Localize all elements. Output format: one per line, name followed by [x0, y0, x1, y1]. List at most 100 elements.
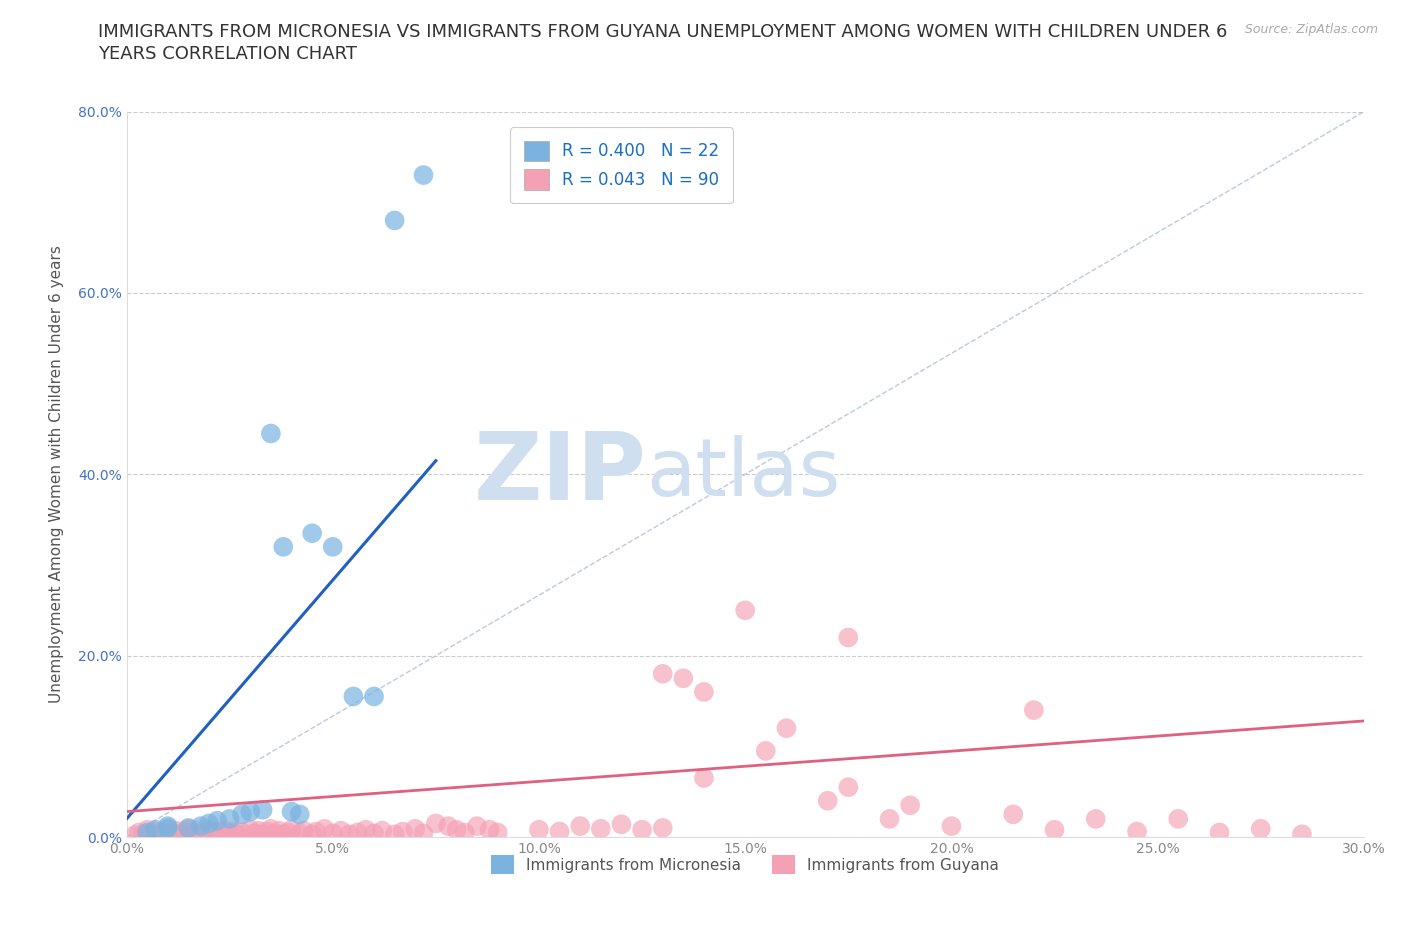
Text: YEARS CORRELATION CHART: YEARS CORRELATION CHART [98, 45, 357, 62]
Point [269, 823, 291, 838]
Point [132, 827, 155, 842]
Point [186, 823, 208, 838]
Point [1167, 811, 1189, 827]
Point [548, 824, 571, 839]
Point [301, 525, 323, 540]
Point [198, 822, 221, 837]
Point [207, 824, 229, 839]
Point [239, 804, 262, 819]
Point [322, 539, 344, 554]
Point [446, 822, 468, 837]
Point [276, 825, 298, 840]
Point [280, 804, 302, 819]
Point [898, 798, 921, 813]
Point [231, 825, 253, 840]
Point [271, 827, 294, 842]
Point [136, 822, 159, 837]
Text: IMMIGRANTS FROM MICRONESIA VS IMMIGRANTS FROM GUYANA UNEMPLOYMENT AMONG WOMEN WI: IMMIGRANTS FROM MICRONESIA VS IMMIGRANTS… [98, 23, 1227, 41]
Point [363, 826, 385, 841]
Point [837, 779, 859, 794]
Point [425, 816, 447, 830]
Point [775, 721, 797, 736]
Point [465, 818, 488, 833]
Point [879, 811, 901, 827]
Point [194, 825, 217, 840]
Text: Source: ZipAtlas.com: Source: ZipAtlas.com [1244, 23, 1378, 36]
Point [454, 825, 477, 840]
Point [247, 823, 270, 838]
Point [941, 818, 963, 833]
Point [271, 539, 294, 554]
Point [260, 821, 283, 836]
Point [141, 826, 163, 841]
Point [243, 826, 266, 841]
Point [190, 827, 212, 842]
Point [1208, 825, 1230, 840]
Point [152, 825, 174, 840]
Point [222, 824, 245, 839]
Point [128, 825, 150, 840]
Point [569, 818, 592, 833]
Point [218, 811, 240, 827]
Point [239, 822, 262, 837]
Point [589, 821, 612, 836]
Point [527, 822, 550, 837]
Point [412, 826, 434, 841]
Point [1084, 811, 1107, 827]
Point [252, 827, 274, 842]
Point [260, 426, 283, 441]
Point [145, 822, 167, 837]
Point [837, 631, 859, 645]
Point [651, 667, 673, 682]
Point [181, 826, 204, 841]
Point [363, 689, 385, 704]
Point [226, 827, 249, 842]
Point [734, 603, 756, 618]
Point [301, 827, 323, 842]
Point [322, 826, 344, 841]
Point [218, 826, 240, 841]
Text: ZIP: ZIP [474, 429, 647, 520]
Point [124, 828, 146, 843]
Point [1250, 821, 1272, 836]
Point [288, 826, 311, 841]
Point [371, 823, 394, 838]
Point [1022, 703, 1045, 718]
Point [198, 816, 221, 830]
Point [177, 821, 200, 836]
Point [817, 793, 839, 808]
Point [384, 213, 406, 228]
Point [404, 821, 426, 836]
Point [209, 827, 232, 842]
Point [651, 820, 673, 835]
Point [693, 684, 716, 699]
Point [207, 813, 229, 828]
Point [1126, 824, 1149, 839]
Point [1291, 827, 1313, 842]
Point [231, 807, 253, 822]
Point [256, 824, 278, 839]
Point [252, 803, 274, 817]
Point [412, 167, 434, 182]
Point [280, 822, 302, 837]
Point [173, 824, 195, 839]
Point [337, 827, 360, 842]
Point [314, 821, 336, 836]
Point [384, 827, 406, 842]
Point [672, 671, 695, 685]
Point [148, 827, 170, 842]
Point [264, 826, 287, 841]
Point [169, 827, 191, 842]
Point [202, 826, 225, 841]
Point [693, 771, 716, 786]
Point [631, 822, 654, 837]
Point [214, 823, 236, 838]
Point [305, 824, 328, 839]
Point [190, 818, 212, 833]
Point [486, 825, 509, 840]
Text: atlas: atlas [647, 435, 841, 513]
Legend: Immigrants from Micronesia, Immigrants from Guyana: Immigrants from Micronesia, Immigrants f… [485, 849, 1005, 880]
Point [160, 826, 183, 841]
Point [342, 689, 364, 704]
Point [288, 807, 311, 822]
